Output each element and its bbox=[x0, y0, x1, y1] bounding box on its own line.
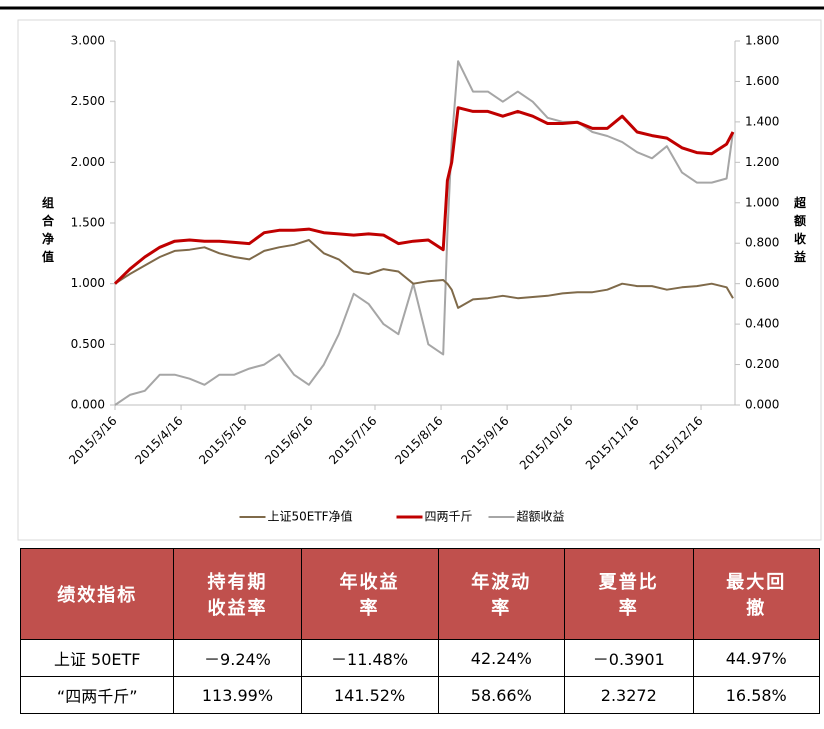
y2-tick-label: 1.000 bbox=[745, 195, 779, 209]
x-tick-label: 2015/4/16 bbox=[132, 414, 185, 467]
header-cell: 年波动率 bbox=[437, 548, 566, 640]
table-cell: 上证 50ETF bbox=[19, 639, 175, 677]
table-cell: 141.52% bbox=[300, 676, 439, 714]
table-row: 上证 50ETF －9.24% －11.48% 42.24% －0.3901 44.97% bbox=[19, 639, 821, 677]
y2-tick-label: 0.400 bbox=[745, 317, 779, 331]
header-cell: 持有期收益率 bbox=[173, 548, 302, 640]
x-tick-label: 2015/11/16 bbox=[583, 414, 642, 473]
y2-tick-label: 0.600 bbox=[745, 276, 779, 290]
y-tick-label: 0.500 bbox=[71, 337, 105, 351]
legend-label: 超额收益 bbox=[517, 509, 565, 524]
header-cell: 年收益率 bbox=[300, 548, 439, 640]
series-line bbox=[113, 106, 735, 285]
y-tick-label: 2.000 bbox=[71, 155, 105, 169]
legend-label: 上证50ETF净值 bbox=[268, 509, 353, 524]
table-cell: 113.99% bbox=[173, 676, 302, 714]
x-tick-label: 2015/5/16 bbox=[196, 414, 249, 467]
y-tick-label: 3.000 bbox=[71, 34, 105, 48]
legend-label: 四两千斤 bbox=[425, 510, 473, 524]
axis-label: 超额收益 bbox=[793, 195, 807, 264]
y2-tick-label: 1.400 bbox=[745, 114, 779, 128]
y-tick-label: 2.500 bbox=[71, 94, 105, 108]
y-tick-label: 1.500 bbox=[71, 216, 105, 230]
header-text: 绩效指标 bbox=[57, 585, 138, 606]
header-cell: 绩效指标 bbox=[19, 548, 175, 640]
header-text: 年波动率 bbox=[471, 572, 532, 619]
table-row: “四两千斤” 113.99% 141.52% 58.66% 2.3272 16.58% bbox=[19, 676, 821, 714]
header-cell: 夏普比率 bbox=[564, 548, 694, 640]
performance-table: 绩效指标 持有期收益率 年收益率 年波动率 夏普比率 最大回撤上证 50ETF －9.24%… bbox=[19, 548, 821, 714]
y2-tick-label: 1.800 bbox=[745, 34, 779, 48]
table-cell: －11.48% bbox=[300, 639, 439, 677]
y-tick-label: 1.000 bbox=[71, 276, 105, 290]
table-cell: 16.58% bbox=[692, 676, 821, 714]
header-cell: 最大回撤 bbox=[692, 548, 821, 640]
header-row: 绩效指标 持有期收益率 年收益率 年波动率 夏普比率 最大回撤 bbox=[19, 548, 821, 640]
table-cell: －9.24% bbox=[173, 639, 302, 677]
table-cell: 42.24% bbox=[437, 639, 566, 677]
x-tick-label: 2015/8/16 bbox=[392, 414, 445, 467]
header-text: 持有期收益率 bbox=[207, 572, 268, 619]
header-text: 年收益率 bbox=[339, 572, 400, 619]
chart-frame bbox=[17, 19, 822, 541]
header-text: 最大回撤 bbox=[726, 572, 787, 619]
chart: 0.000 0.500 1.000 1.500 2.000 2.500 3.000 0.000… bbox=[0, 6, 824, 541]
x-tick-label: 2015/3/16 bbox=[66, 414, 119, 467]
x-tick-label: 2015/10/16 bbox=[517, 414, 576, 473]
x-tick-label: 2015/12/16 bbox=[647, 414, 706, 473]
table-cell: 2.3272 bbox=[564, 676, 694, 714]
axis-label: 组合净值 bbox=[42, 195, 55, 264]
table-cell: “四两千斤” bbox=[19, 676, 175, 714]
table-cell: 58.66% bbox=[437, 676, 566, 714]
x-tick-label: 2015/6/16 bbox=[262, 414, 315, 467]
x-tick-label: 2015/7/16 bbox=[326, 414, 379, 467]
y2-tick-label: 1.600 bbox=[745, 74, 779, 88]
y2-tick-label: 0.800 bbox=[745, 236, 779, 250]
y-tick-label: 0.000 bbox=[71, 398, 105, 412]
table-cell: －0.3901 bbox=[564, 639, 694, 677]
series-line bbox=[114, 239, 734, 309]
y2-tick-label: 1.200 bbox=[745, 155, 779, 169]
table-cell: 44.97% bbox=[692, 639, 821, 677]
y2-tick-label: 0.200 bbox=[745, 357, 779, 371]
series-line bbox=[114, 60, 734, 406]
header-text: 夏普比率 bbox=[598, 572, 659, 619]
x-tick-label: 2015/9/16 bbox=[458, 414, 511, 467]
y2-tick-label: 0.000 bbox=[745, 398, 779, 412]
